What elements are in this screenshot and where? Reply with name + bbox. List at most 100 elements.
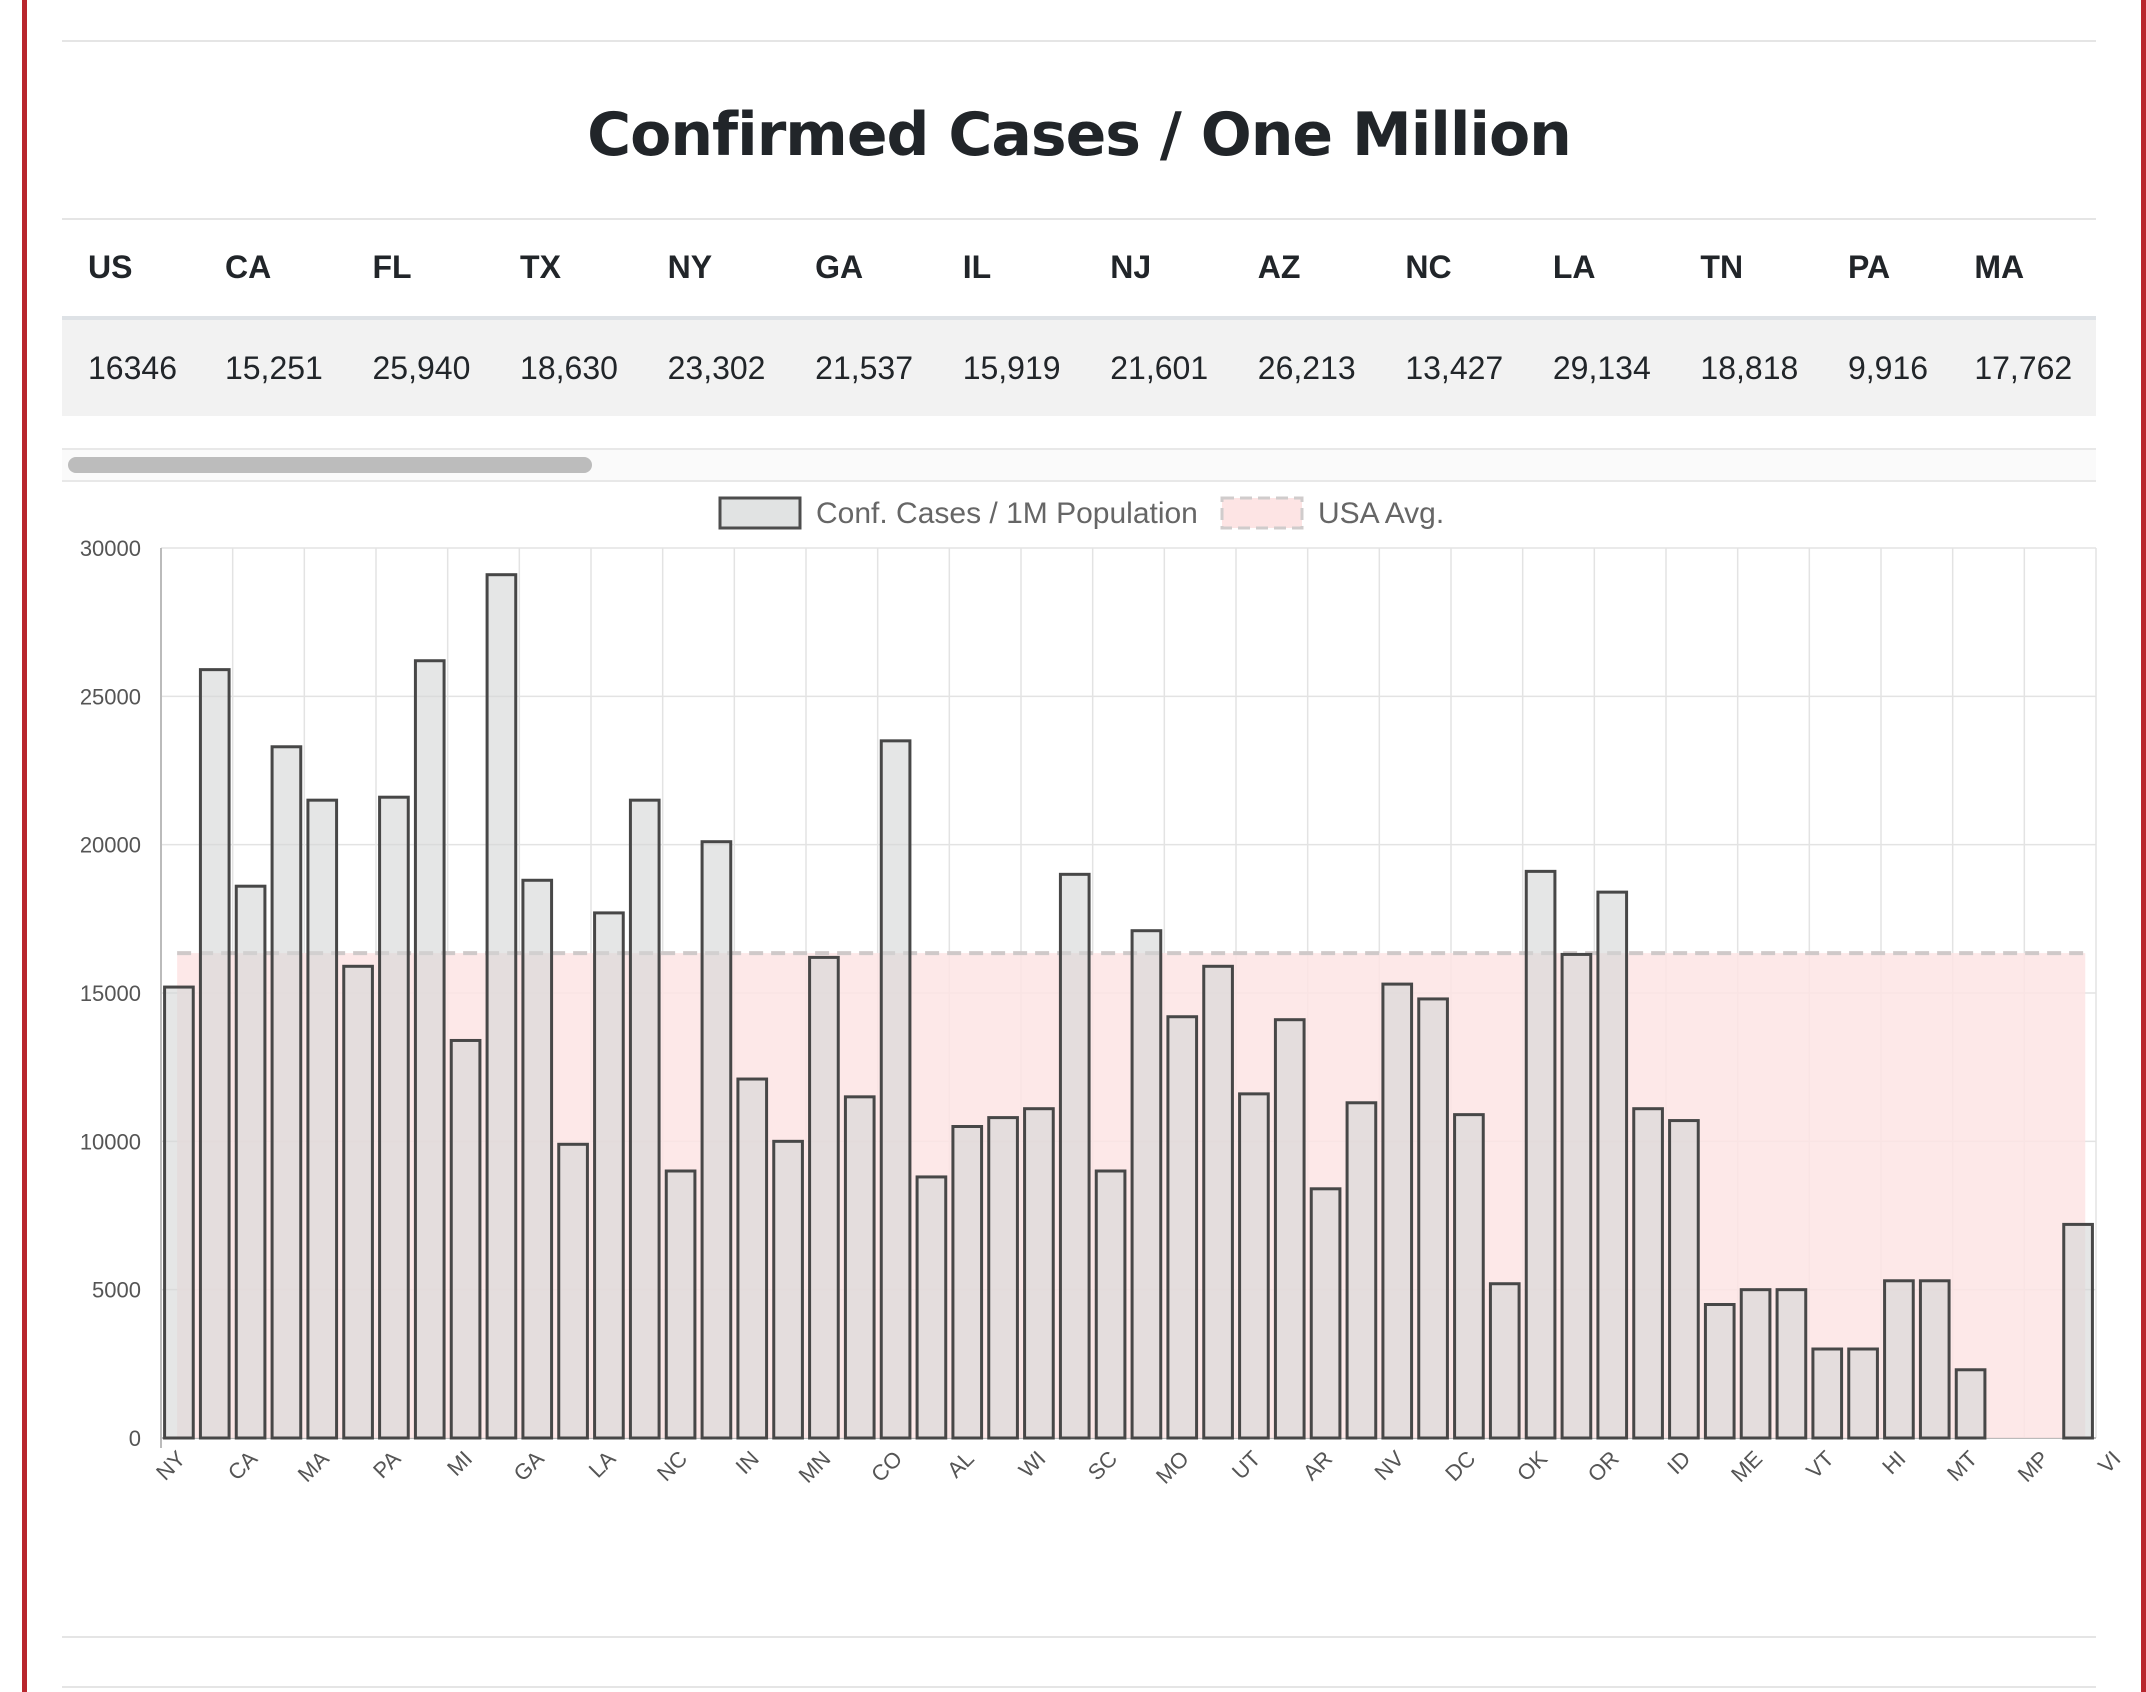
x-tick-label: MN (794, 1446, 836, 1488)
bar (2062, 1222, 2094, 1440)
table-cell-ny: 23,302 (641, 318, 790, 416)
x-axis: NY CA MA PA MI GA LA NC IN MN CO AL WI SC MO UT AR NV DC OK… (151, 1446, 2125, 1489)
table-cell-az: 26,213 (1231, 318, 1380, 416)
x-tick-label: MI (442, 1446, 477, 1481)
bar (1668, 1119, 1700, 1440)
bar (485, 573, 518, 1440)
bar (378, 795, 410, 1440)
x-tick-label: IN (731, 1446, 764, 1479)
x-tick-label: MO (1151, 1446, 1194, 1489)
bar (951, 1125, 984, 1440)
page-title: Confirmed Cases / One Million (587, 100, 1572, 170)
x-tick-label: WI (1014, 1446, 1051, 1483)
bar (987, 1116, 1019, 1440)
y-tick-label: 0 (129, 1426, 141, 1451)
scrollbar-thumb[interactable] (68, 457, 592, 473)
legend-swatch-cases (718, 496, 802, 530)
table-row: 16346 15,251 25,940 18,630 23,302 21,537 15,91… (62, 318, 2096, 416)
x-tick-label: AR (1298, 1446, 1337, 1485)
table-header-ga: GA (789, 218, 937, 320)
bar (1847, 1347, 1879, 1440)
bar (1273, 1018, 1306, 1440)
bar (1345, 1101, 1378, 1440)
table-cell-tn: 18,818 (1674, 318, 1822, 416)
divider-bottom-2 (62, 1686, 2096, 1688)
bar (1524, 869, 1557, 1440)
bar (1560, 952, 1593, 1440)
bar (843, 1095, 876, 1440)
x-tick-label: ME (1726, 1446, 1767, 1487)
table-header-tn: TN (1674, 218, 1822, 320)
table-header-ma: MA (1948, 218, 2096, 320)
bar (1954, 1368, 1987, 1440)
y-tick-label: 15000 (80, 981, 141, 1006)
bar (1166, 1015, 1199, 1440)
table-header-row: US CA FL TX NY GA IL NJ AZ NC LA TN PA MA (62, 218, 2096, 320)
table-cell-la: 29,134 (1526, 318, 1675, 416)
bar (1381, 982, 1414, 1440)
bar (736, 1077, 769, 1440)
y-tick-label: 30000 (80, 536, 141, 561)
x-tick-label: DC (1440, 1446, 1480, 1486)
x-tick-label: NV (1369, 1446, 1409, 1486)
chart-bars (163, 573, 2094, 1440)
x-tick-label: LA (584, 1446, 621, 1483)
x-tick-label: MA (293, 1446, 334, 1487)
y-tick-label: 10000 (80, 1129, 141, 1154)
bar (700, 840, 733, 1440)
divider-bottom (62, 1636, 2096, 1638)
table-header-ca: CA (198, 218, 347, 320)
bar (1023, 1107, 1055, 1440)
table-header-nc: NC (1379, 218, 1527, 320)
table-header-il: IL (936, 218, 1085, 320)
bar (1202, 964, 1234, 1440)
bar (1130, 929, 1163, 1440)
bar (557, 1142, 589, 1440)
x-tick-label: AL (942, 1446, 979, 1483)
bar (413, 659, 446, 1440)
bar (1775, 1288, 1808, 1440)
x-tick-label: ID (1662, 1446, 1695, 1479)
bar (1238, 1092, 1270, 1440)
x-tick-label: HI (1877, 1446, 1910, 1479)
x-tick-label: VT (1801, 1446, 1839, 1484)
x-tick-label: MT (1942, 1446, 1982, 1486)
table-cell-pa: 9,916 (1821, 318, 1949, 416)
table-cell-ca: 15,251 (198, 318, 347, 416)
legend-swatch-average (1220, 496, 1304, 530)
bar (772, 1139, 804, 1440)
legend-label-cases: Conf. Cases / 1M Population (816, 497, 1198, 530)
bar (664, 1169, 697, 1440)
bar (1739, 1288, 1772, 1440)
bar (1811, 1347, 1844, 1440)
x-tick-label: NC (652, 1446, 692, 1486)
legend-label-average: USA Avg. (1318, 497, 1444, 530)
bar (1883, 1279, 1915, 1440)
divider-top (62, 40, 2096, 42)
bar (915, 1175, 948, 1440)
table-header-pa: PA (1821, 218, 1949, 320)
table-cell-tx: 18,630 (494, 318, 642, 416)
bar (342, 964, 374, 1440)
x-tick-label: SC (1083, 1446, 1122, 1485)
stats-table: US CA FL TX NY GA IL NJ AZ NC LA TN PA MA 16346 15,251… (62, 218, 2096, 416)
bar (593, 911, 625, 1440)
bar (1417, 997, 1449, 1440)
table-cell-us: 16346 (62, 318, 199, 416)
table-cell-il: 15,919 (936, 318, 1085, 416)
table-cell-ma: 17,762 (1948, 318, 2096, 416)
bar (234, 884, 267, 1440)
horizontal-scrollbar[interactable] (62, 448, 2096, 482)
page-right-border (2141, 0, 2146, 1692)
bar (1488, 1282, 1521, 1440)
bar (198, 668, 231, 1440)
table-cell-ga: 21,537 (789, 318, 937, 416)
chart-legend[interactable]: Conf. Cases / 1M Population USA Avg. (718, 496, 1444, 530)
bar (449, 1038, 482, 1440)
y-tick-label: 25000 (80, 684, 141, 709)
bar (1309, 1187, 1342, 1440)
bar (163, 985, 195, 1440)
bar (628, 798, 661, 1440)
bar (1058, 872, 1091, 1440)
